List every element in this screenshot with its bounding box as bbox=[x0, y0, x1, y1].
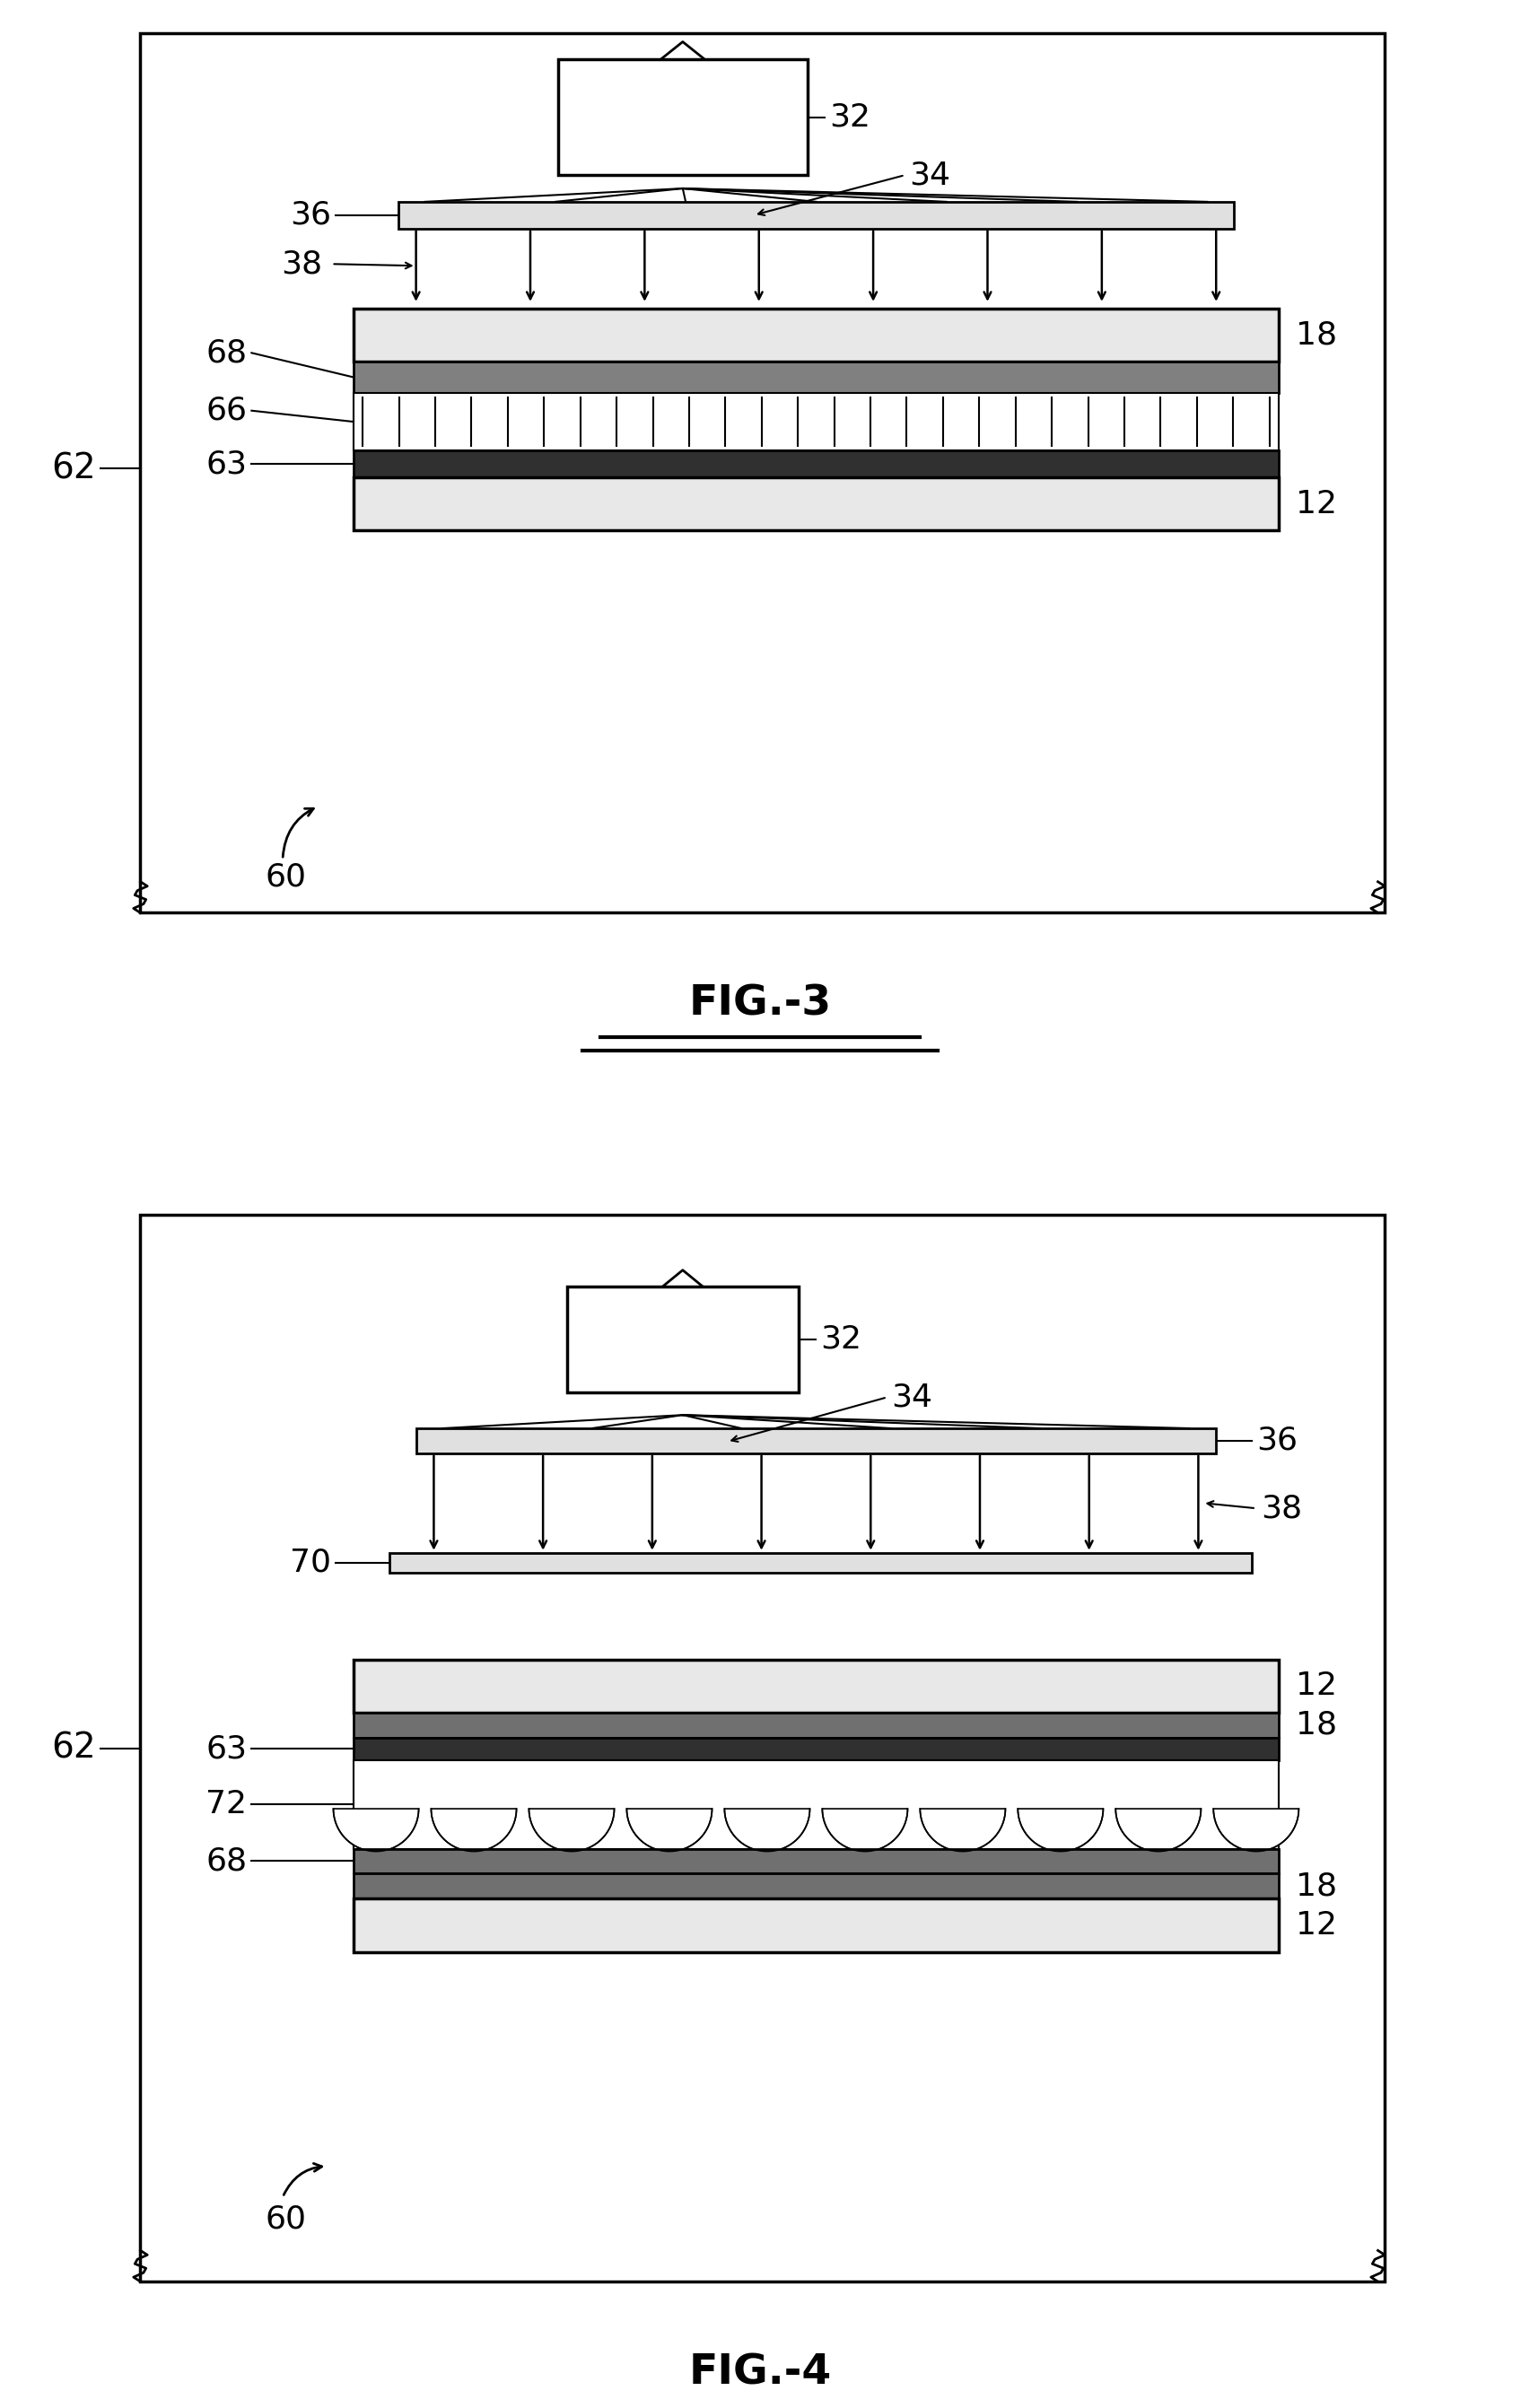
Text: 38: 38 bbox=[281, 248, 322, 279]
Wedge shape bbox=[920, 1808, 1005, 1852]
Text: 62: 62 bbox=[52, 1731, 96, 1765]
Text: FIG.-3: FIG.-3 bbox=[689, 985, 832, 1023]
Wedge shape bbox=[627, 1808, 712, 1852]
Bar bbox=[354, 1760, 1278, 1849]
Text: 12: 12 bbox=[1296, 489, 1337, 520]
Text: 38: 38 bbox=[1261, 1493, 1302, 1524]
Bar bbox=[354, 308, 1278, 361]
Bar bbox=[417, 1428, 1217, 1452]
Bar bbox=[354, 450, 1278, 477]
Wedge shape bbox=[529, 1808, 614, 1852]
Bar bbox=[354, 1712, 1278, 1739]
Text: 34: 34 bbox=[891, 1382, 932, 1413]
Wedge shape bbox=[333, 1808, 418, 1852]
Bar bbox=[399, 202, 1234, 229]
Text: 66: 66 bbox=[205, 395, 246, 426]
Text: 72: 72 bbox=[205, 1789, 246, 1820]
Text: 68: 68 bbox=[205, 1847, 246, 1876]
Wedge shape bbox=[430, 1808, 517, 1852]
Wedge shape bbox=[1214, 1808, 1299, 1852]
Text: 18: 18 bbox=[1296, 1710, 1337, 1741]
Bar bbox=[140, 34, 1386, 913]
Text: 63: 63 bbox=[205, 448, 246, 479]
Text: 32: 32 bbox=[829, 101, 870, 132]
Text: 36: 36 bbox=[1256, 1426, 1297, 1457]
Bar bbox=[354, 1739, 1278, 1760]
Bar bbox=[354, 361, 1278, 393]
Bar bbox=[354, 1873, 1278, 1898]
Wedge shape bbox=[823, 1808, 908, 1852]
Text: 60: 60 bbox=[265, 862, 306, 893]
Bar bbox=[354, 1898, 1278, 1953]
Bar bbox=[140, 1216, 1386, 2283]
Text: 60: 60 bbox=[265, 2203, 306, 2235]
Bar bbox=[354, 1659, 1278, 1712]
Text: 34: 34 bbox=[910, 159, 951, 190]
Text: 18: 18 bbox=[1296, 1871, 1337, 1902]
Text: 68: 68 bbox=[205, 337, 246, 368]
Text: 70: 70 bbox=[291, 1548, 332, 1577]
Text: 32: 32 bbox=[820, 1324, 862, 1356]
Text: 62: 62 bbox=[52, 450, 96, 486]
Text: 36: 36 bbox=[291, 200, 332, 231]
Text: FIG.-4: FIG.-4 bbox=[689, 2353, 832, 2394]
Text: 12: 12 bbox=[1296, 1671, 1337, 1702]
Bar bbox=[567, 1286, 799, 1392]
Wedge shape bbox=[1115, 1808, 1202, 1852]
Bar bbox=[389, 1553, 1252, 1572]
Bar bbox=[354, 477, 1278, 530]
Text: 63: 63 bbox=[205, 1734, 246, 1765]
Text: 18: 18 bbox=[1296, 320, 1337, 349]
Bar bbox=[558, 60, 808, 176]
Wedge shape bbox=[1018, 1808, 1103, 1852]
Bar bbox=[354, 393, 1278, 450]
Wedge shape bbox=[724, 1808, 809, 1852]
Text: 12: 12 bbox=[1296, 1910, 1337, 1941]
Bar bbox=[354, 1849, 1278, 1873]
